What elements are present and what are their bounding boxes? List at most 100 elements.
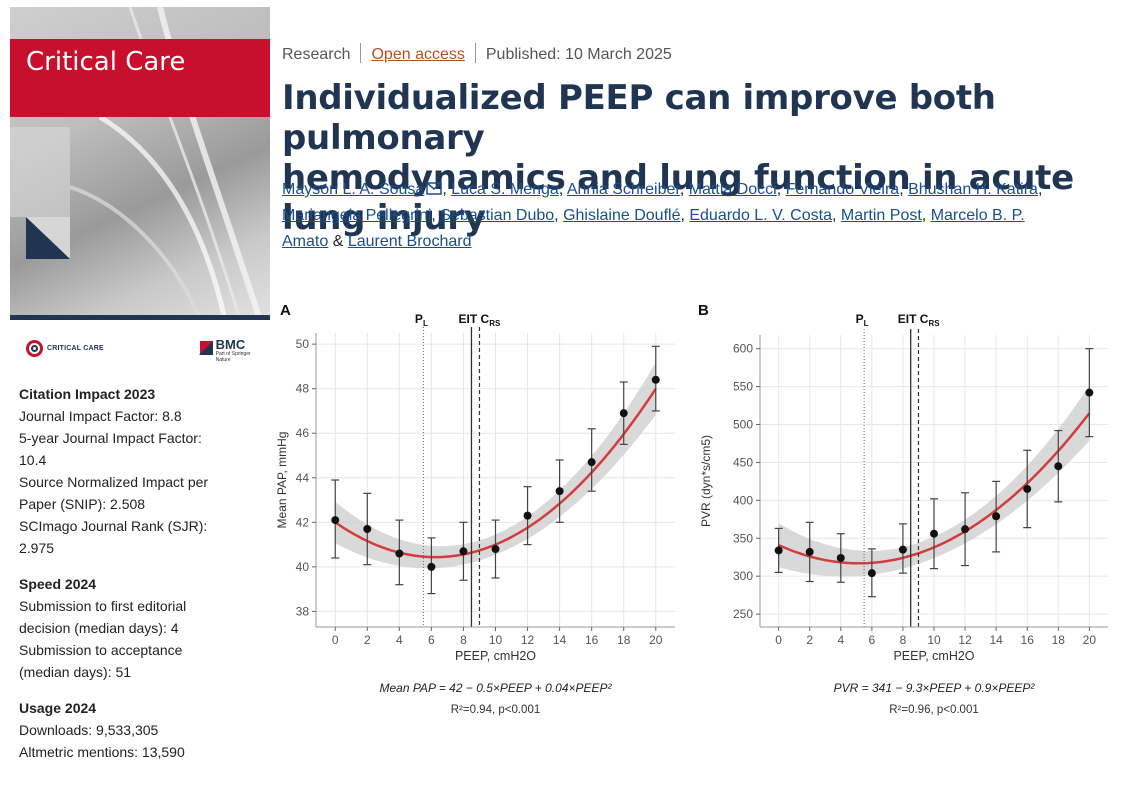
- y-axis-title: PVR (dyn*s/cm5): [699, 435, 713, 527]
- author-link[interactable]: Amato: [282, 233, 329, 250]
- metric-line: Downloads: 9,533,305: [19, 722, 159, 738]
- data-point: [774, 546, 783, 555]
- fit-statistics: R²=0.96, p<0.001: [889, 704, 979, 716]
- data-point: [961, 525, 970, 534]
- meta-divider: [360, 43, 362, 63]
- x-tick-label: 8: [460, 633, 467, 647]
- x-tick-label: 16: [585, 633, 599, 647]
- metric-line: 2.975: [19, 540, 55, 556]
- eit-marker-label: EIT CRS: [459, 312, 501, 328]
- x-tick-label: 4: [837, 633, 844, 647]
- data-point: [555, 487, 564, 496]
- pl-marker-label: PL: [415, 312, 428, 328]
- data-point: [930, 529, 938, 538]
- data-point: [805, 547, 814, 556]
- x-tick-label: 18: [617, 633, 631, 647]
- metric-line: decision (median days): 4: [19, 620, 179, 636]
- x-tick-label: 2: [364, 633, 371, 647]
- open-access-link[interactable]: Open access: [371, 46, 465, 63]
- author-link[interactable]: Luca S. Menga: [451, 181, 559, 198]
- pl-marker-subscript: L: [423, 319, 428, 328]
- eit-marker-label: EIT CRS: [898, 312, 940, 328]
- author-link[interactable]: Mattia Docci: [688, 181, 777, 198]
- x-tick-label: 18: [1052, 633, 1066, 647]
- speed-section: Speed 2024 Submission to first editorial…: [19, 573, 259, 683]
- data-point: [651, 375, 660, 384]
- y-tick-label: 38: [296, 604, 310, 618]
- y-tick-label: 42: [296, 515, 310, 529]
- x-axis-title: PEEP, cmH2O: [893, 649, 974, 663]
- author-link[interactable]: Fernando Vieira: [785, 181, 900, 198]
- bmc-logo[interactable]: BMC Part of Springer Nature: [198, 338, 262, 363]
- author-link[interactable]: Eduardo L. V. Costa: [689, 207, 832, 224]
- data-point: [867, 569, 876, 578]
- critical-care-logo[interactable]: CRITICAL CARE: [26, 340, 104, 357]
- x-tick-label: 20: [649, 633, 663, 647]
- panel-label: B: [698, 302, 709, 319]
- journal-metrics: Citation Impact 2023 Journal Impact Fact…: [19, 383, 259, 777]
- pl-marker-subscript: L: [864, 319, 869, 328]
- article-title-line-2: hemodynamics and lung function in acute …: [282, 158, 1074, 238]
- metric-line: 5-year Journal Impact Factor:: [19, 430, 202, 446]
- article-title-line-1: Individualized PEEP can improve both pul…: [282, 78, 996, 158]
- chart-b: B PL EIT CRS 250 300 350 400 450 500 550 600 0 2 4 6 8 1…: [698, 302, 1108, 716]
- cover-journal-title: Critical Care: [26, 47, 186, 77]
- fit-statistics: R²=0.94, p<0.001: [451, 704, 541, 716]
- data-point: [1023, 484, 1032, 493]
- article-meta: Research Open access Published: 10 March 2…: [282, 43, 672, 64]
- author-link[interactable]: Annia Schreiber: [566, 181, 680, 198]
- y-tick-label: 350: [733, 531, 753, 545]
- y-tick-label: 400: [733, 493, 753, 507]
- data-point: [992, 512, 1001, 521]
- data-point: [427, 562, 436, 571]
- x-tick-label: 6: [869, 633, 876, 647]
- metric-line: (median days): 51: [19, 664, 132, 680]
- author-link[interactable]: Ghislaine Douflé: [563, 207, 681, 224]
- panel-label: A: [280, 302, 291, 319]
- x-tick-label: 6: [428, 633, 435, 647]
- cover-bottom-bar: [10, 315, 270, 320]
- y-tick-label: 46: [296, 426, 310, 440]
- x-tick-label: 16: [1021, 633, 1035, 647]
- author-link[interactable]: Martin Post: [840, 207, 922, 224]
- data-point: [459, 547, 468, 556]
- journal-logos: CRITICAL CARE BMC Part of Springer Natur…: [22, 338, 262, 363]
- data-point: [619, 409, 628, 418]
- metric-line: Source Normalized Impact per: [19, 474, 209, 490]
- article-title: Individualized PEEP can improve both pul…: [282, 78, 1112, 238]
- author-link[interactable]: Mariangela Pellegrini: [282, 207, 432, 224]
- metric-line: Altmetric mentions: 13,590: [19, 744, 185, 760]
- data-point: [1054, 462, 1063, 471]
- author-and: &: [332, 233, 344, 250]
- x-tick-label: 14: [553, 633, 567, 647]
- email-icon[interactable]: [426, 182, 443, 195]
- y-tick-label: 44: [296, 471, 310, 485]
- pl-marker-label: PL: [856, 312, 869, 328]
- x-tick-label: 4: [396, 633, 403, 647]
- data-point: [836, 553, 845, 562]
- usage-section: Usage 2024 Downloads: 9,533,305 Altmetri…: [19, 697, 259, 763]
- author-link[interactable]: Marcelo B. P.: [930, 207, 1025, 224]
- y-tick-label: 300: [733, 569, 753, 583]
- meta-divider: [474, 43, 476, 63]
- y-tick-label: 450: [733, 455, 753, 469]
- author-link[interactable]: Mayson L. A. Sousa: [282, 181, 425, 198]
- author-link[interactable]: Bhushan H. Katira: [908, 181, 1038, 198]
- y-tick-label: 550: [733, 380, 753, 394]
- figure-panel-a[interactable]: A PL EIT CRS 38 40 42 44 46 48 50 0 2 4 6 8 10 12 14 16 18 2…: [272, 297, 682, 722]
- x-tick-label: 10: [927, 633, 941, 647]
- author-link[interactable]: Laurent Brochard: [347, 233, 472, 250]
- author-link[interactable]: Sebastian Dubo: [440, 207, 555, 224]
- bmc-logo-icon: [198, 341, 213, 355]
- fit-equation: Mean PAP = 42 − 0.5×PEEP + 0.04×PEEP²: [379, 681, 612, 695]
- bmc-logo-subtitle: Part of Springer Nature: [215, 351, 251, 363]
- figure-panel-b[interactable]: B PL EIT CRS 250 300 350 400 450 500 550 600 0 2 4 6 8 1…: [690, 297, 1110, 722]
- cover-photo: [10, 7, 270, 320]
- article-type: Research: [282, 46, 351, 63]
- journal-cover[interactable]: Critical Care: [10, 7, 270, 320]
- citation-impact-section: Citation Impact 2023 Journal Impact Fact…: [19, 383, 259, 559]
- usage-heading: Usage 2024: [19, 700, 97, 716]
- citation-impact-heading: Citation Impact 2023: [19, 386, 156, 402]
- data-point: [523, 511, 532, 520]
